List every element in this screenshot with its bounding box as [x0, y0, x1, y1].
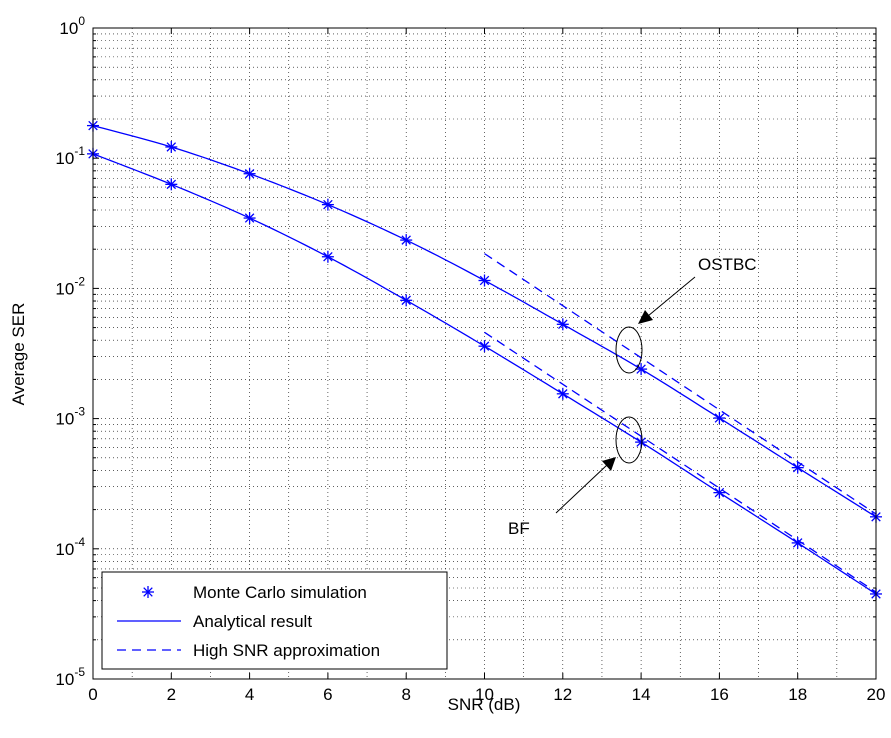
marker-bf [791, 536, 804, 549]
y-tick-label: 10-5 [55, 665, 85, 689]
series-line-bf-high-snr [484, 331, 877, 593]
ostbc-arrowhead [638, 310, 653, 324]
y-axis-label: Average SER [9, 303, 28, 406]
x-tick-label: 8 [401, 685, 410, 704]
legend-label-monte-carlo: Monte Carlo simulation [193, 583, 367, 602]
x-tick-label: 2 [167, 685, 176, 704]
x-tick-label: 4 [245, 685, 254, 704]
y-tick-label: 10-2 [55, 274, 85, 298]
y-tick-label: 10-3 [55, 405, 85, 429]
marker-bf [478, 340, 491, 353]
x-axis-label: SNR (dB) [448, 695, 521, 714]
x-tick-label: 6 [323, 685, 332, 704]
ostbc-ellipse [615, 326, 643, 374]
x-tick-label: 0 [88, 685, 97, 704]
y-tick-label: 10-1 [55, 144, 85, 168]
marker-ostbc [713, 412, 726, 425]
ostbc-arrow [647, 276, 696, 317]
x-tick-label: 20 [867, 685, 886, 704]
marker-bf [243, 212, 256, 225]
legend-label-analytical: Analytical result [193, 612, 312, 631]
y-tick-labels: 10-5 10-4 10-3 10-2 10-1 100 [55, 14, 85, 689]
x-tick-labels: 0 2 4 6 8 10 12 14 16 18 20 [88, 685, 885, 704]
legend: Monte Carlo simulation Analytical result… [101, 571, 448, 670]
legend-marker-star [142, 586, 154, 598]
annotation-ostbc: OSTBC [698, 255, 757, 274]
bf-arrow [555, 464, 608, 514]
annotations: OSTBC BF [508, 255, 757, 538]
y-tick-label: 10-4 [55, 535, 85, 559]
marker-ostbc [556, 318, 569, 331]
annotation-bf: BF [508, 519, 530, 538]
x-tick-label: 14 [632, 685, 651, 704]
marker-ostbc [791, 461, 804, 474]
series-markers [87, 119, 882, 600]
series-line-ostbc-high-snr [484, 253, 877, 515]
x-tick-label: 12 [553, 685, 572, 704]
bf-arrowhead [602, 457, 616, 471]
x-tick-label: 10 [475, 685, 494, 704]
marker-ostbc [243, 167, 256, 180]
marker-bf [713, 486, 726, 499]
marker-ostbc [478, 274, 491, 287]
legend-label-high-snr: High SNR approximation [193, 641, 380, 660]
bf-ellipse [615, 416, 643, 464]
axis-ticks [92, 27, 877, 680]
x-tick-label: 18 [788, 685, 807, 704]
marker-bf [400, 294, 413, 307]
y-tick-label: 100 [59, 14, 85, 38]
x-tick-label: 16 [710, 685, 729, 704]
marker-bf [165, 178, 178, 191]
marker-ostbc [165, 140, 178, 153]
marker-ostbc [321, 198, 334, 211]
marker-ostbc [400, 234, 413, 247]
marker-bf [321, 250, 334, 263]
marker-bf [556, 387, 569, 400]
